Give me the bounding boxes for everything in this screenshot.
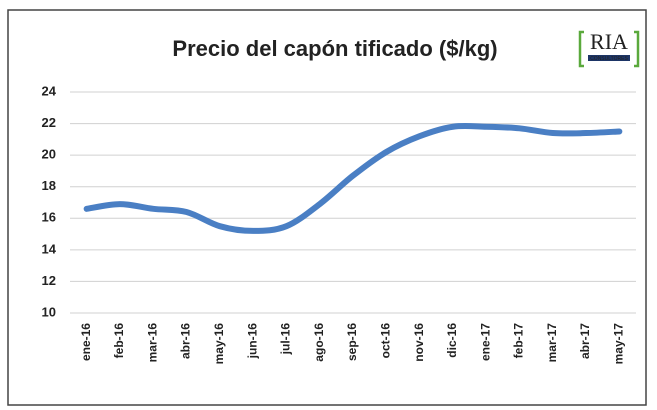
- logo-bar: [588, 55, 630, 61]
- x-tick-label: nov-16: [412, 323, 426, 362]
- x-tick-label: ene-17: [478, 323, 492, 361]
- x-tick-label: oct-16: [378, 323, 392, 359]
- chart-title: Precio del capón tificado ($/kg): [172, 36, 497, 61]
- y-tick-label: 12: [42, 273, 56, 288]
- x-tick-label: ago-16: [312, 323, 326, 362]
- x-tick-label: feb-16: [112, 323, 126, 359]
- logo-bracket: [578, 30, 584, 68]
- x-tick-label: jul-16: [279, 323, 293, 356]
- y-tick-label: 24: [42, 83, 57, 98]
- x-tick-label: dic-16: [445, 323, 459, 358]
- y-tick-label: 14: [42, 241, 57, 256]
- logo: RIA CONSULTORES: [578, 29, 640, 68]
- logo-brand: RIA: [590, 29, 628, 54]
- x-tick-label: ene-16: [79, 323, 93, 361]
- x-tick-label: mar-17: [545, 323, 559, 363]
- x-tick-label: mar-16: [145, 323, 159, 363]
- x-tick-label: may-17: [612, 323, 626, 365]
- x-tick-label: sep-16: [345, 323, 359, 361]
- y-tick-label: 22: [42, 115, 56, 130]
- x-tick-label: jun-16: [245, 323, 259, 360]
- y-tick-label: 18: [42, 178, 56, 193]
- line: [83, 122, 623, 234]
- y-tick-label: 16: [42, 210, 56, 225]
- x-tick-label: abr-16: [179, 323, 193, 359]
- x-tick-label: feb-17: [512, 323, 526, 359]
- x-tick-label: abr-17: [578, 323, 592, 359]
- chart-frame: [7, 9, 647, 406]
- logo-tagline: CONSULTORES: [590, 56, 628, 62]
- x-tick-label: may-16: [212, 323, 226, 365]
- y-tick-label: 20: [42, 147, 56, 162]
- y-tick-label: 10: [42, 304, 56, 319]
- logo-bracket: [634, 30, 640, 68]
